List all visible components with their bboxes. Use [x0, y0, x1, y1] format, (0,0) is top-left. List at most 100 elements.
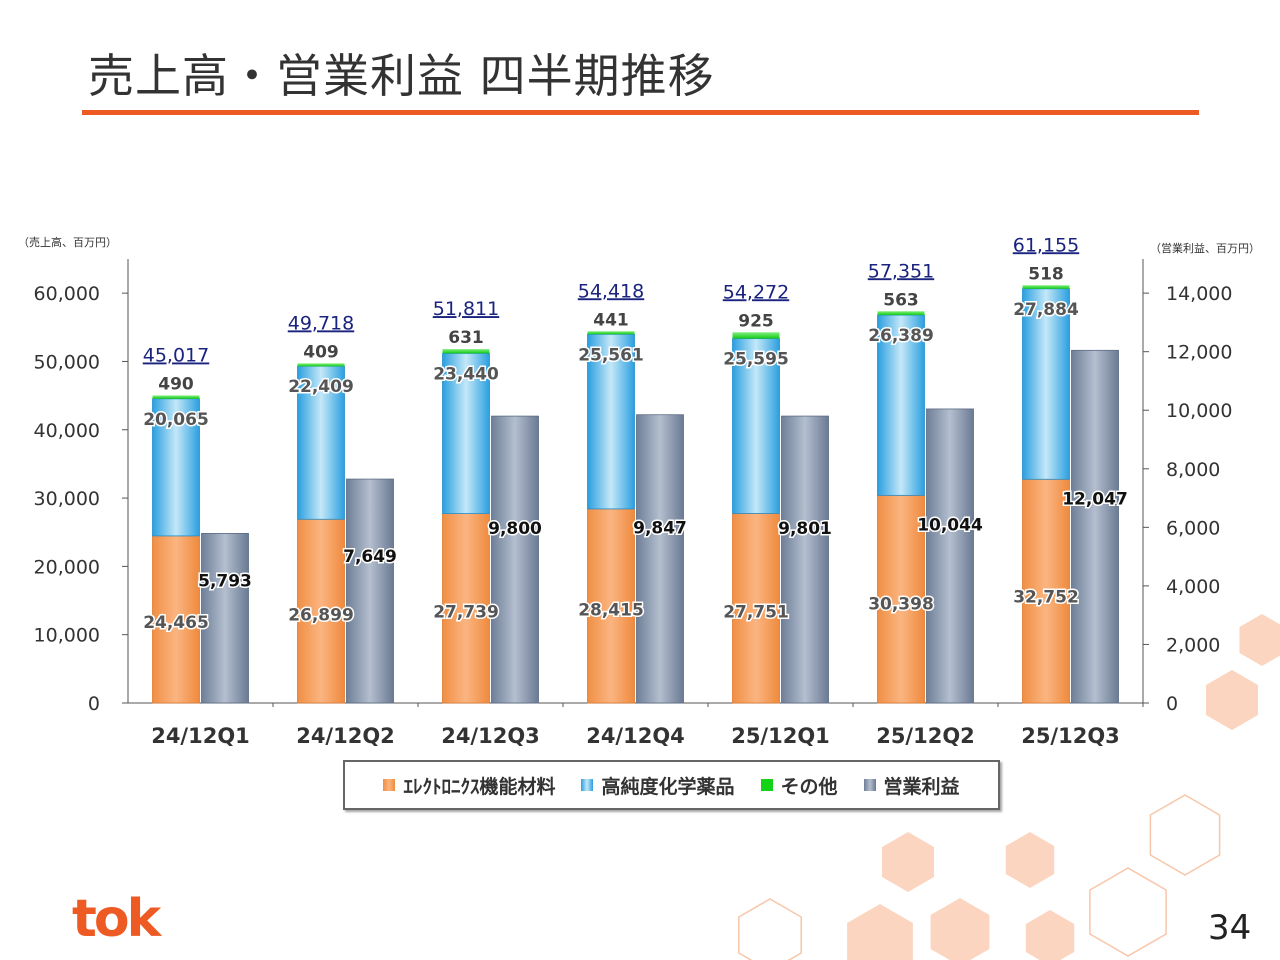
hexagon-decor-filled	[1239, 614, 1280, 666]
bar-other	[1022, 285, 1070, 289]
left-axis-tick-label: 60,000	[34, 283, 100, 305]
bar-other	[587, 331, 635, 335]
right-axis-tick-label: 8,000	[1166, 459, 1220, 481]
label-total: 45,017	[143, 344, 209, 366]
label-chemicals: 22,409	[288, 377, 354, 397]
bar-operating-profit	[201, 533, 249, 704]
label-total: 57,351	[868, 260, 934, 282]
bar-other	[877, 311, 925, 316]
label-operating-profit: 12,047	[1062, 489, 1128, 509]
bar-chemicals	[442, 353, 490, 514]
bar-operating-profit	[491, 415, 539, 704]
label-other: 563	[883, 290, 919, 310]
legend-label-other: その他	[780, 775, 838, 798]
x-axis-category-label: 24/12Q1	[151, 724, 250, 748]
bar-electronics	[587, 508, 635, 704]
right-axis-tick-label: 0	[1166, 693, 1178, 715]
label-operating-profit: 5,793	[198, 572, 252, 592]
x-axis-category-label: 24/12Q2	[296, 724, 395, 748]
label-operating-profit: 9,801	[778, 519, 832, 539]
left-axis-unit: （売上高、百万円）	[18, 236, 117, 249]
label-electronics: 27,739	[433, 603, 499, 623]
chart-legend: ｴﾚｸﾄﾛﾆｸｽ機能材料 高純度化学薬品 その他 営業利益	[343, 760, 1000, 810]
label-total: 54,418	[578, 280, 644, 302]
bar-chemicals	[152, 398, 200, 537]
left-axis-tick-label: 40,000	[34, 420, 100, 442]
label-electronics: 30,398	[868, 595, 934, 615]
bar-operating-profit	[346, 478, 394, 704]
label-electronics: 24,465	[143, 613, 209, 633]
label-chemicals: 25,595	[723, 350, 789, 370]
bar-chemicals	[732, 338, 780, 514]
label-electronics: 32,752	[1013, 587, 1079, 607]
page-title: 売上高・営業利益 四半期推移	[88, 49, 715, 103]
bar-chemicals	[587, 333, 635, 510]
label-other: 490	[158, 374, 194, 394]
label-other: 518	[1028, 264, 1064, 284]
title-underline	[82, 110, 1199, 115]
legend-item-operating-profit: 営業利益	[863, 772, 960, 799]
page-number: 34	[1208, 908, 1252, 948]
bar-operating-profit	[636, 414, 684, 704]
right-axis-tick-label: 10,000	[1166, 400, 1232, 422]
bar-operating-profit	[926, 408, 974, 704]
label-operating-profit: 7,649	[343, 547, 397, 567]
bar-other	[442, 349, 490, 354]
bar-other	[152, 395, 200, 399]
legend-item-electronics: ｴﾚｸﾄﾛﾆｸｽ機能材料	[383, 772, 555, 799]
bar-other	[732, 332, 780, 339]
right-axis-tick-label: 12,000	[1166, 342, 1232, 364]
legend-label-electronics: ｴﾚｸﾄﾛﾆｸｽ機能材料	[403, 775, 556, 798]
bar-electronics	[442, 513, 490, 704]
hexagon-decor-filled	[1206, 670, 1258, 730]
label-electronics: 26,899	[288, 605, 354, 625]
label-operating-profit: 9,800	[488, 519, 542, 539]
label-electronics: 27,751	[723, 603, 789, 623]
legend-swatch-electronics	[383, 779, 396, 791]
right-axis-tick-label: 4,000	[1166, 576, 1220, 598]
hexagon-decor-filled	[847, 904, 913, 960]
bar-electronics	[732, 513, 780, 704]
x-axis-category-label: 25/12Q3	[1021, 724, 1120, 748]
legend-swatch-operating-profit	[863, 779, 876, 791]
label-chemicals: 25,561	[578, 345, 644, 365]
legend-swatch-other	[760, 779, 773, 791]
bar-chemicals	[297, 365, 345, 520]
legend-label-operating-profit: 営業利益	[883, 775, 960, 798]
label-chemicals: 20,065	[143, 410, 209, 430]
right-axis-tick-label: 2,000	[1166, 634, 1220, 656]
left-axis-tick-label: 20,000	[34, 556, 100, 578]
bar-chemicals	[1022, 288, 1070, 480]
x-axis-category-label: 24/12Q3	[441, 724, 540, 748]
bar-electronics	[297, 518, 345, 704]
hexagon-decor-filled	[882, 832, 934, 892]
bar-electronics	[877, 494, 925, 704]
hexagon-decor-filled	[1005, 832, 1055, 888]
label-total: 54,272	[723, 281, 789, 303]
x-axis-category-label: 25/12Q2	[876, 724, 975, 748]
label-total: 49,718	[288, 312, 354, 334]
bar-operating-profit	[1071, 349, 1119, 704]
x-axis-category-label: 24/12Q4	[586, 724, 685, 748]
label-operating-profit: 9,847	[633, 518, 687, 538]
bar-electronics	[152, 535, 200, 704]
left-axis-tick-label: 0	[88, 693, 100, 715]
hexagon-decor-outline	[1149, 794, 1221, 876]
tok-logo: tok	[72, 889, 161, 949]
hexagon-decor-outline	[738, 898, 802, 960]
right-axis-tick-label: 6,000	[1166, 517, 1220, 539]
legend-label-chemicals: 高純度化学薬品	[601, 775, 735, 798]
label-chemicals: 26,389	[868, 326, 934, 346]
label-chemicals: 23,440	[433, 364, 499, 384]
label-chemicals: 27,884	[1013, 300, 1079, 320]
bar-electronics	[1022, 478, 1070, 704]
label-other: 441	[593, 310, 629, 330]
label-other: 409	[303, 342, 339, 362]
right-axis-tick-label: 14,000	[1166, 283, 1232, 305]
left-axis-tick-label: 50,000	[34, 351, 100, 373]
hexagon-decor-filled	[930, 898, 990, 960]
hexagon-decor-filled	[1025, 910, 1075, 960]
label-operating-profit: 10,044	[917, 516, 983, 536]
left-axis-tick-label: 10,000	[34, 625, 100, 647]
